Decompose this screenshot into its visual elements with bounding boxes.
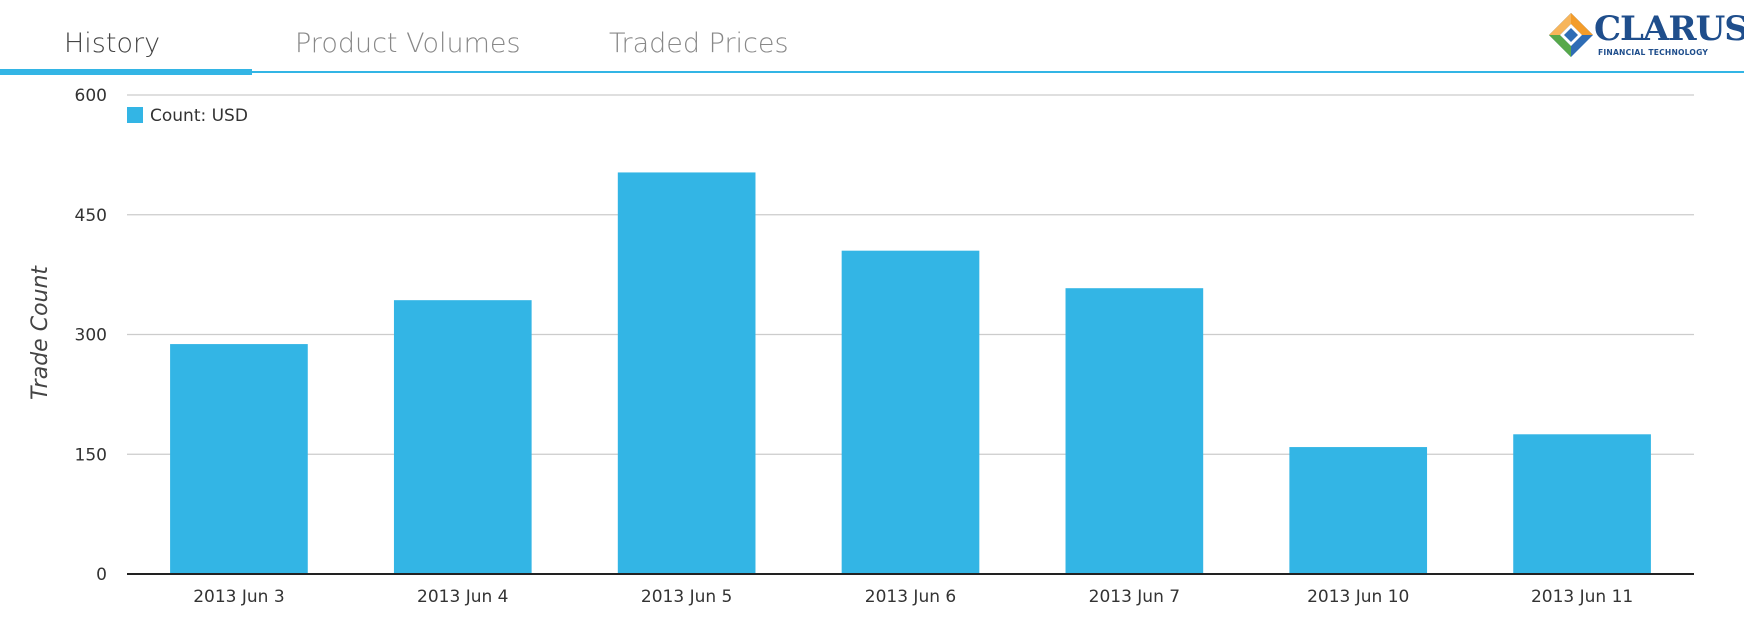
- logo-subtext: FINANCIAL TECHNOLOGY: [1598, 48, 1709, 57]
- bar: [170, 344, 308, 574]
- bar: [1289, 447, 1428, 574]
- bar: [1065, 288, 1204, 574]
- logo-text: CLARUS: [1594, 9, 1744, 49]
- y-axis-title: Trade Count: [28, 265, 53, 400]
- y-tick-label: 600: [75, 86, 107, 106]
- tab-traded-prices[interactable]: Traded Prices: [609, 28, 789, 59]
- tab-bar: History Product Volumes Traded Prices: [0, 0, 1744, 76]
- bar: [393, 300, 532, 574]
- legend: Count: USD: [127, 106, 248, 126]
- x-tick-label: 2013 Jun 10: [1307, 587, 1409, 607]
- x-tick-label: 2013 Jun 11: [1531, 587, 1633, 607]
- x-tick-label: 2013 Jun 4: [417, 587, 508, 607]
- x-tick-label: 2013 Jun 5: [641, 587, 732, 607]
- x-tick-label: 2013 Jun 6: [865, 587, 956, 607]
- tab-history[interactable]: History: [64, 28, 161, 59]
- bar: [1513, 434, 1651, 574]
- x-tick-label: 2013 Jun 3: [193, 587, 284, 607]
- y-tick-label: 150: [75, 445, 107, 465]
- x-tick-label: 2013 Jun 7: [1089, 587, 1180, 607]
- active-tab-indicator: [0, 69, 252, 75]
- axes: 0 150 300 450 600 2013 Jun 3 2013 Jun 4 2013 Ju…: [75, 86, 1694, 607]
- tab-bar-underline: [0, 71, 1744, 73]
- clarus-diamond-icon: [1549, 13, 1593, 57]
- legend-swatch: [127, 107, 143, 123]
- bar: [617, 172, 756, 574]
- y-tick-label: 450: [75, 206, 107, 226]
- y-tick-label: 300: [75, 326, 107, 346]
- legend-label: Count: USD: [150, 106, 248, 126]
- bar: [841, 250, 980, 575]
- clarus-logo: CLARUS FINANCIAL TECHNOLOGY: [1546, 10, 1744, 60]
- bars: [170, 172, 1651, 575]
- y-tick-label: 0: [96, 565, 107, 585]
- tab-product-volumes[interactable]: Product Volumes: [295, 28, 521, 59]
